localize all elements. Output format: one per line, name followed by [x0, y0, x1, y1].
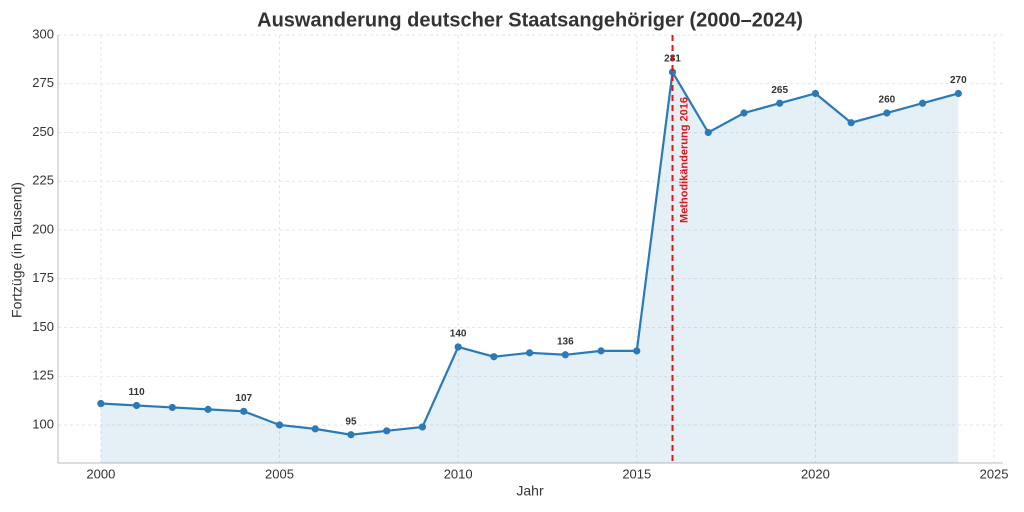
point [97, 399, 105, 408]
point [668, 68, 677, 76]
y-tick-label: 250 [32, 124, 54, 139]
point [776, 99, 784, 107]
x-tick-label: 2020 [801, 466, 830, 481]
chart-title: Auswanderung deutscher Staatsangehöriger… [257, 9, 803, 31]
point [168, 403, 176, 412]
y-tick-label: 150 [32, 319, 54, 334]
y-tick-label: 225 [32, 173, 54, 188]
data-label: 110 [129, 387, 146, 398]
point [704, 128, 712, 137]
y-tick-label: 100 [32, 416, 54, 431]
y-tick-label: 175 [32, 270, 54, 285]
point [311, 425, 319, 433]
x-tick-label: 2000 [86, 466, 115, 481]
y-tick-label: 200 [32, 221, 54, 236]
point [490, 353, 498, 361]
point [454, 343, 462, 351]
y-tick-label: 275 [32, 75, 54, 90]
y-tick-label: 300 [32, 26, 54, 41]
data-label: 136 [557, 336, 574, 347]
x-tick-label: 2005 [265, 466, 294, 481]
data-label: 270 [950, 75, 967, 86]
point [740, 109, 748, 117]
data-label: 265 [771, 85, 788, 96]
point [526, 349, 534, 357]
data-label: 140 [450, 329, 467, 340]
y-axis-label: Fortzüge (in Tausend) [9, 182, 25, 318]
x-axis-label: Jahr [516, 483, 544, 499]
point [275, 421, 284, 429]
data-label: 107 [235, 393, 252, 404]
point [133, 401, 141, 410]
point [954, 89, 962, 98]
reference-label: Methodikänderung 2016 [678, 97, 690, 223]
point [383, 427, 391, 435]
point [597, 347, 605, 355]
x-tick-label: 2010 [444, 466, 473, 481]
point [811, 89, 820, 98]
point [418, 423, 427, 431]
x-tick-label: 2025 [980, 466, 1009, 481]
point [561, 351, 569, 359]
data-label: 260 [879, 95, 896, 106]
area [100, 72, 959, 463]
y-tick-label: 125 [32, 368, 54, 383]
x-tick-label: 2015 [622, 466, 651, 481]
point [633, 347, 641, 355]
data-label: 95 [345, 416, 357, 427]
point [204, 405, 212, 413]
point [883, 109, 891, 117]
point [240, 407, 248, 415]
point [347, 431, 355, 439]
point [847, 119, 855, 127]
point [919, 99, 927, 107]
